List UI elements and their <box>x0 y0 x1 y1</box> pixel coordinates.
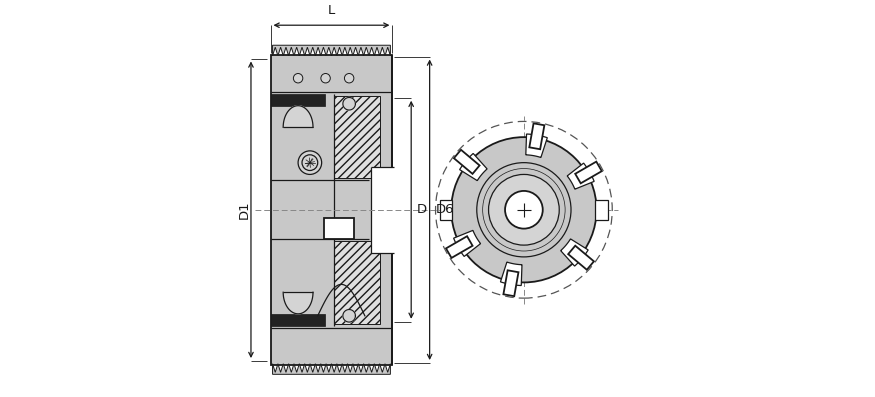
Text: L: L <box>328 4 335 17</box>
Circle shape <box>477 163 571 257</box>
Polygon shape <box>500 262 522 285</box>
Text: D1: D1 <box>237 200 250 219</box>
Circle shape <box>345 73 354 83</box>
Text: D: D <box>417 203 427 216</box>
Polygon shape <box>561 239 588 266</box>
Polygon shape <box>503 270 519 296</box>
Bar <box>324 218 354 239</box>
Polygon shape <box>575 162 602 183</box>
Circle shape <box>321 73 330 83</box>
Polygon shape <box>567 163 594 189</box>
Bar <box>270 314 326 326</box>
Bar <box>334 241 380 324</box>
Bar <box>440 200 452 220</box>
Polygon shape <box>343 310 355 322</box>
Bar <box>371 167 396 253</box>
Circle shape <box>452 137 597 282</box>
Polygon shape <box>529 123 544 149</box>
Polygon shape <box>568 246 594 270</box>
Circle shape <box>302 155 318 170</box>
Circle shape <box>488 174 559 245</box>
Circle shape <box>293 73 303 83</box>
Bar <box>595 200 608 220</box>
Circle shape <box>505 191 542 229</box>
Bar <box>270 55 392 365</box>
Polygon shape <box>273 364 390 374</box>
Bar <box>334 96 380 178</box>
Polygon shape <box>273 45 390 56</box>
Circle shape <box>298 151 322 174</box>
Polygon shape <box>526 134 548 158</box>
Text: D6: D6 <box>436 203 454 216</box>
Polygon shape <box>454 150 480 174</box>
Polygon shape <box>284 292 313 314</box>
Bar <box>270 94 326 106</box>
Polygon shape <box>446 236 472 258</box>
Polygon shape <box>343 98 355 110</box>
Polygon shape <box>284 106 313 127</box>
Polygon shape <box>453 230 480 256</box>
Polygon shape <box>459 154 487 181</box>
